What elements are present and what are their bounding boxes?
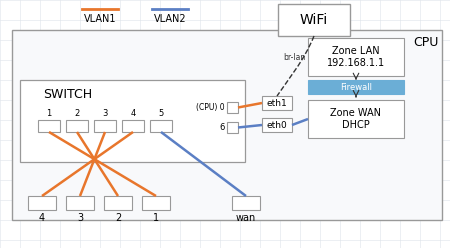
Bar <box>262 96 292 110</box>
Text: 1: 1 <box>153 213 159 223</box>
Bar <box>227 122 238 133</box>
Text: Firewall: Firewall <box>340 83 372 92</box>
Text: (CPU) 0: (CPU) 0 <box>196 103 225 112</box>
Bar <box>66 120 88 132</box>
Bar <box>278 4 350 36</box>
Text: VLAN1: VLAN1 <box>84 14 116 24</box>
Text: wan: wan <box>236 213 256 223</box>
Bar <box>308 38 404 76</box>
Bar <box>104 196 132 210</box>
Text: 3: 3 <box>77 213 83 223</box>
Bar <box>94 120 116 132</box>
Bar <box>232 196 260 210</box>
Bar <box>20 80 245 162</box>
Bar <box>308 100 404 138</box>
Text: eth1: eth1 <box>266 98 288 107</box>
Text: VLAN2: VLAN2 <box>154 14 186 24</box>
Text: eth0: eth0 <box>266 121 288 129</box>
Text: 2: 2 <box>115 213 121 223</box>
Bar <box>12 30 442 220</box>
Bar <box>142 196 170 210</box>
Bar <box>28 196 56 210</box>
Text: 4: 4 <box>39 213 45 223</box>
Bar <box>150 120 172 132</box>
Text: 3: 3 <box>102 109 108 118</box>
Bar <box>122 120 144 132</box>
Text: 1: 1 <box>46 109 52 118</box>
Text: Zone WAN
DHCP: Zone WAN DHCP <box>330 108 382 130</box>
Text: 5: 5 <box>158 109 164 118</box>
Bar <box>262 118 292 132</box>
Text: WiFi: WiFi <box>300 13 328 27</box>
Text: 6: 6 <box>220 123 225 132</box>
Text: 2: 2 <box>74 109 80 118</box>
Bar <box>308 80 404 94</box>
Bar <box>66 196 94 210</box>
Bar <box>38 120 60 132</box>
Text: SWITCH: SWITCH <box>44 88 93 100</box>
Text: 4: 4 <box>130 109 135 118</box>
Text: Zone LAN
192.168.1.1: Zone LAN 192.168.1.1 <box>327 46 385 68</box>
Bar <box>227 102 238 113</box>
Text: br-lan: br-lan <box>283 53 305 62</box>
Text: CPU: CPU <box>413 35 439 49</box>
